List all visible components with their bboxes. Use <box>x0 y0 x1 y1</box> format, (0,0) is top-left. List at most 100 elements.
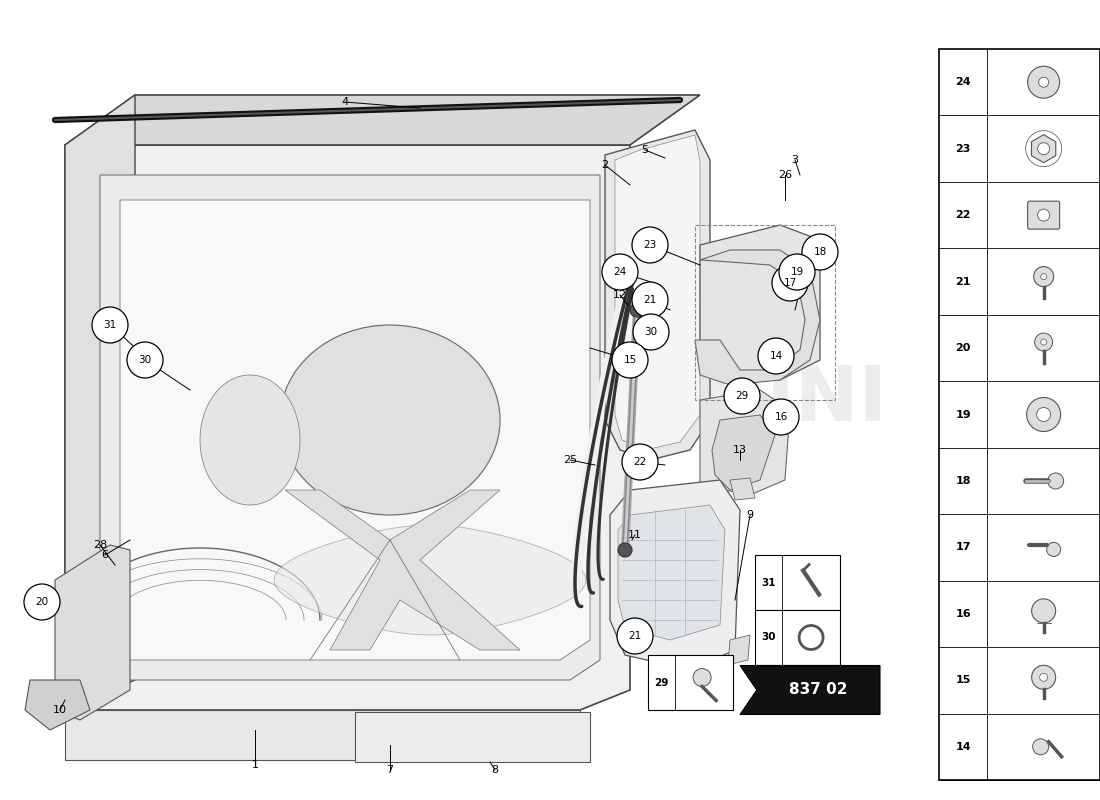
Text: 15: 15 <box>624 355 637 365</box>
Text: 12: 12 <box>613 290 627 300</box>
Text: 19: 19 <box>791 267 804 277</box>
Circle shape <box>1032 666 1056 690</box>
Polygon shape <box>695 250 820 385</box>
Circle shape <box>1047 542 1060 557</box>
FancyBboxPatch shape <box>1027 201 1059 229</box>
Circle shape <box>602 254 638 290</box>
Ellipse shape <box>200 375 300 505</box>
Text: 31: 31 <box>761 578 776 587</box>
Text: 22: 22 <box>634 457 647 467</box>
Text: 20: 20 <box>956 343 971 353</box>
Polygon shape <box>700 225 820 380</box>
FancyBboxPatch shape <box>648 655 733 710</box>
Text: 7: 7 <box>386 765 394 775</box>
Text: 16: 16 <box>774 412 788 422</box>
Circle shape <box>92 307 128 343</box>
Circle shape <box>24 584 60 620</box>
Circle shape <box>1041 274 1047 279</box>
Text: 21: 21 <box>644 295 657 305</box>
Polygon shape <box>285 490 520 650</box>
Circle shape <box>632 227 668 263</box>
Circle shape <box>630 303 644 317</box>
Text: a passion for parts vehicles: a passion for parts vehicles <box>356 655 584 705</box>
Text: 23: 23 <box>956 144 971 154</box>
Circle shape <box>1026 398 1060 431</box>
Circle shape <box>1027 66 1059 98</box>
Polygon shape <box>65 145 630 710</box>
Text: 30: 30 <box>139 355 152 365</box>
Circle shape <box>1035 333 1053 351</box>
Text: 24: 24 <box>614 267 627 277</box>
Polygon shape <box>55 545 130 720</box>
Text: 10: 10 <box>53 705 67 715</box>
Circle shape <box>693 669 711 686</box>
FancyBboxPatch shape <box>755 555 840 610</box>
Circle shape <box>1037 209 1049 221</box>
Text: 21: 21 <box>628 631 641 641</box>
Text: 23: 23 <box>644 240 657 250</box>
Polygon shape <box>25 680 90 730</box>
Text: 25: 25 <box>563 455 578 465</box>
Polygon shape <box>618 505 725 640</box>
Circle shape <box>1040 674 1047 682</box>
Polygon shape <box>700 390 790 495</box>
FancyBboxPatch shape <box>355 712 590 762</box>
Circle shape <box>632 314 669 350</box>
Text: 17: 17 <box>783 278 796 288</box>
Polygon shape <box>712 415 776 490</box>
Text: 4: 4 <box>341 97 349 107</box>
Circle shape <box>1041 339 1047 345</box>
Polygon shape <box>605 130 710 460</box>
Circle shape <box>126 342 163 378</box>
Circle shape <box>763 399 799 435</box>
Text: LAMBORGHINI: LAMBORGHINI <box>274 363 887 437</box>
Circle shape <box>621 444 658 480</box>
Circle shape <box>612 342 648 378</box>
Text: 28: 28 <box>92 540 107 550</box>
Text: 1: 1 <box>252 760 258 770</box>
Polygon shape <box>615 135 700 450</box>
Text: 22: 22 <box>956 210 971 220</box>
Circle shape <box>799 626 823 650</box>
Polygon shape <box>274 525 586 635</box>
Text: 19: 19 <box>955 410 971 419</box>
Polygon shape <box>65 95 135 710</box>
Text: 15: 15 <box>956 675 971 686</box>
Text: 11: 11 <box>628 530 642 540</box>
Text: 14: 14 <box>955 742 971 752</box>
Circle shape <box>772 265 808 301</box>
Text: 2: 2 <box>602 160 608 170</box>
Text: 837 02: 837 02 <box>789 682 848 698</box>
Polygon shape <box>730 478 755 500</box>
Text: 17: 17 <box>956 542 971 553</box>
Circle shape <box>1036 407 1050 422</box>
Text: 16: 16 <box>955 609 971 619</box>
Circle shape <box>1037 142 1049 154</box>
Circle shape <box>802 234 838 270</box>
Polygon shape <box>610 480 740 670</box>
Polygon shape <box>728 635 750 665</box>
Text: 18: 18 <box>813 247 826 257</box>
Polygon shape <box>100 175 600 680</box>
Text: 20: 20 <box>35 597 48 607</box>
Circle shape <box>632 282 668 318</box>
Circle shape <box>724 378 760 414</box>
Circle shape <box>617 618 653 654</box>
Text: 13: 13 <box>733 445 747 455</box>
Text: 27: 27 <box>793 285 807 295</box>
Text: 29: 29 <box>654 678 669 687</box>
Polygon shape <box>1032 134 1056 162</box>
Text: 3: 3 <box>792 155 799 165</box>
Text: 6: 6 <box>101 550 109 560</box>
Text: 26: 26 <box>778 170 792 180</box>
Text: 9: 9 <box>747 510 754 520</box>
Circle shape <box>1033 738 1048 754</box>
Polygon shape <box>65 710 580 760</box>
Text: 5: 5 <box>641 145 649 155</box>
Text: 21: 21 <box>956 277 971 286</box>
Circle shape <box>1032 599 1056 623</box>
Polygon shape <box>120 200 590 660</box>
Text: 18: 18 <box>956 476 971 486</box>
Text: 31: 31 <box>103 320 117 330</box>
Circle shape <box>1047 473 1064 489</box>
